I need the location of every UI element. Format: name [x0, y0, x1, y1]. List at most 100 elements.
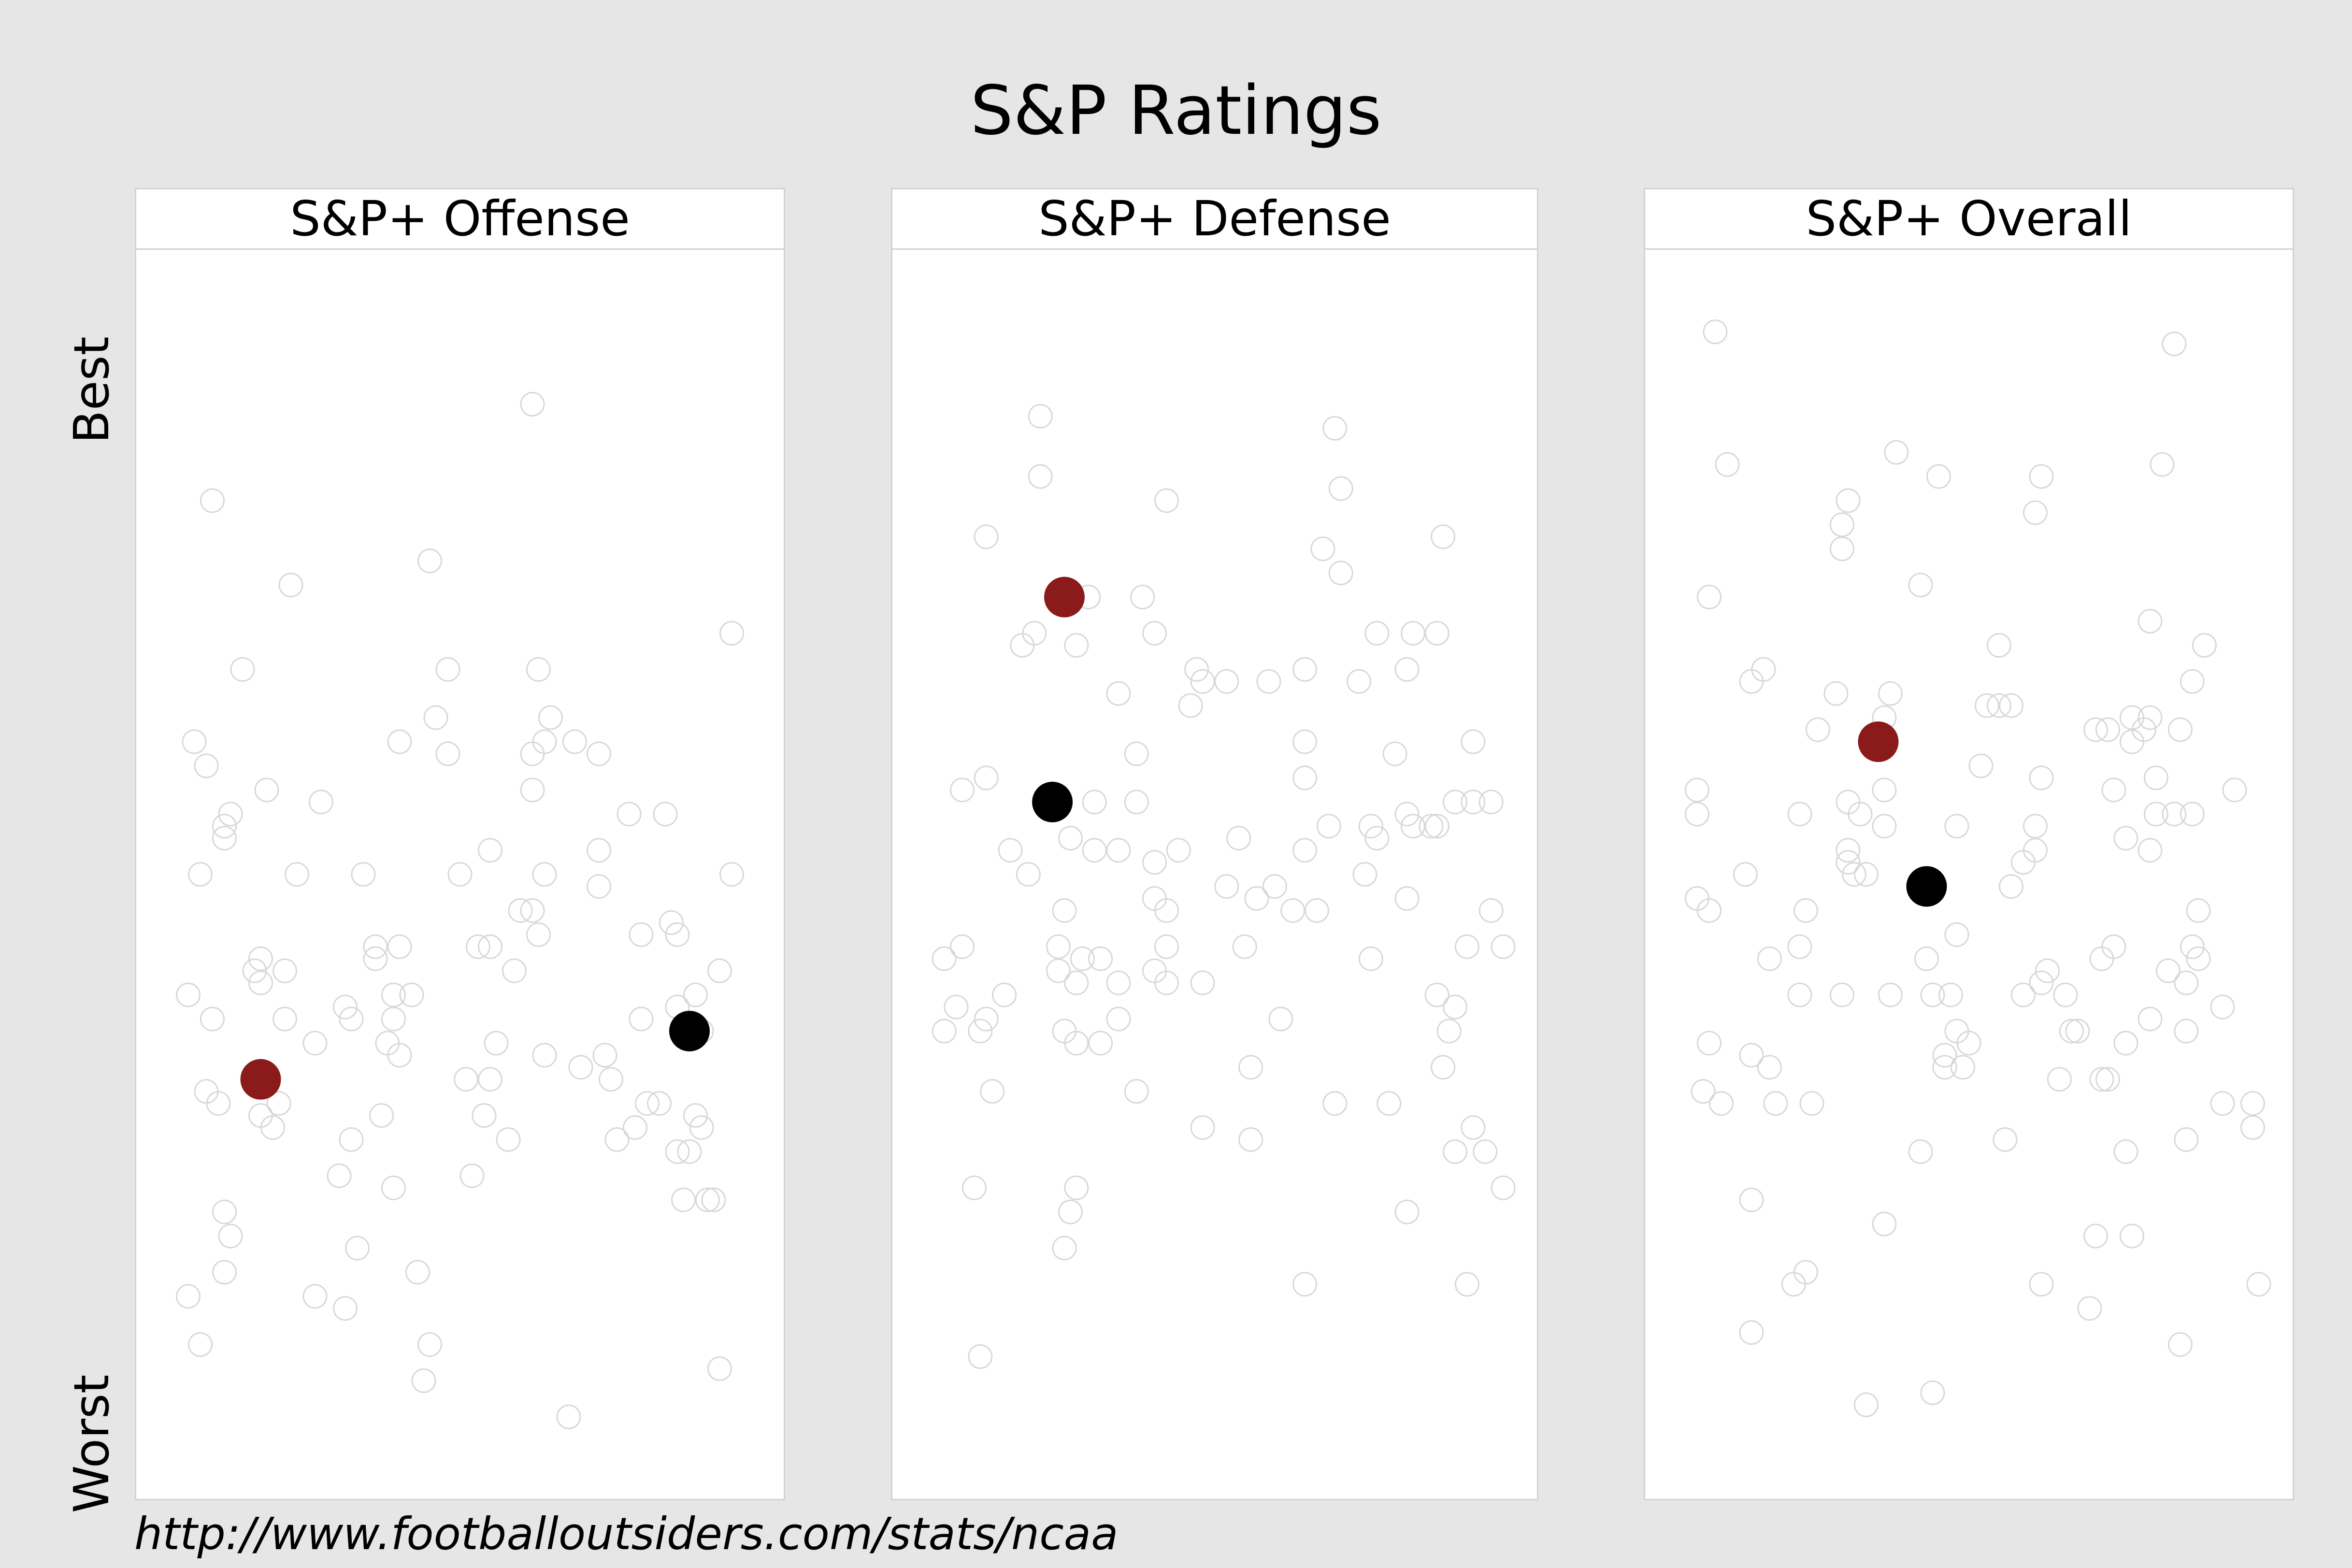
data-point [2077, 1296, 2102, 1321]
data-point [568, 1055, 593, 1080]
data-point [526, 922, 551, 947]
data-point [1932, 1055, 1957, 1080]
data-point [2137, 705, 2163, 730]
data-point [587, 874, 611, 899]
data-point [188, 1332, 213, 1357]
data-point [599, 1067, 623, 1092]
data-point [1938, 982, 1963, 1007]
data-point [1394, 886, 1420, 911]
data-point [272, 1007, 297, 1032]
data-point [2120, 705, 2144, 730]
data-point [508, 898, 533, 923]
data-point [538, 705, 563, 730]
data-point [1028, 464, 1053, 489]
data-point [369, 1103, 394, 1128]
data-point [1739, 669, 1764, 694]
data-point [2029, 1272, 2054, 1297]
data-point [659, 910, 684, 935]
scatter-offense [176, 391, 744, 1429]
data-point [520, 777, 545, 803]
data-point [1394, 1199, 1420, 1224]
highlight-point-black [669, 1010, 710, 1051]
data-point [1358, 946, 1383, 971]
data-point [2168, 717, 2193, 742]
data-point [719, 862, 744, 887]
data-point [1461, 1115, 1486, 1140]
data-point [2059, 1019, 2084, 1044]
data-point [974, 765, 999, 791]
data-point [2095, 1067, 2120, 1092]
data-point [950, 934, 975, 959]
data-point [2186, 946, 2211, 971]
data-point [1190, 669, 1215, 694]
data-point [2144, 802, 2168, 827]
data-point [1842, 862, 1866, 887]
data-point [1454, 934, 1479, 959]
data-point [182, 729, 207, 754]
data-point [1884, 440, 1909, 465]
plot-area-overall [1645, 250, 2293, 1499]
data-point [707, 1356, 732, 1381]
data-point [592, 1043, 617, 1068]
data-point [459, 1163, 485, 1188]
data-point [1124, 790, 1149, 815]
data-point [587, 838, 611, 863]
data-point [1787, 934, 1812, 959]
data-point [604, 1127, 630, 1152]
data-point [1238, 1127, 1263, 1152]
data-point [980, 1079, 1005, 1104]
data-point [1739, 1187, 1764, 1212]
data-point [1443, 994, 1468, 1020]
data-point [2089, 1067, 2114, 1092]
data-point [363, 934, 388, 959]
data-point [1431, 524, 1456, 549]
data-point [242, 958, 267, 983]
data-point [345, 1236, 370, 1261]
data-point [2174, 1019, 2199, 1044]
data-point [1999, 693, 2023, 718]
data-point [1364, 826, 1390, 851]
data-point [1751, 657, 1776, 682]
data-point [2023, 838, 2048, 863]
data-point [212, 814, 237, 839]
data-point [1968, 753, 1993, 778]
data-point [1046, 958, 1071, 983]
data-point [961, 1175, 987, 1200]
data-point [2174, 1127, 2199, 1152]
highlight-point-red [1044, 576, 1085, 618]
data-point [1052, 1019, 1077, 1044]
data-point [1394, 657, 1420, 682]
data-point [1993, 1127, 2018, 1152]
data-point [466, 934, 490, 959]
data-point [1799, 1091, 1824, 1116]
data-point [2210, 994, 2235, 1020]
data-point [188, 862, 213, 887]
data-point [1920, 1380, 1945, 1405]
highlight-point-red [1858, 721, 1899, 762]
data-point [1932, 1043, 1957, 1068]
data-point [2210, 1091, 2235, 1116]
data-point [1823, 681, 1849, 706]
data-point [1328, 561, 1353, 586]
data-point [1016, 862, 1041, 887]
data-point [1256, 669, 1281, 694]
data-point [2101, 777, 2126, 803]
data-point [520, 898, 545, 923]
data-point [1836, 838, 1861, 863]
data-point [1304, 898, 1329, 923]
data-point [1292, 729, 1318, 754]
data-point [532, 862, 557, 887]
data-point [1214, 874, 1239, 899]
data-point [1322, 1091, 1348, 1116]
data-point [1010, 633, 1035, 658]
data-point [1070, 946, 1095, 971]
data-point [1394, 802, 1420, 827]
data-point [176, 982, 201, 1007]
data-point [695, 1187, 720, 1212]
data-point [1106, 970, 1131, 995]
data-point [375, 1031, 400, 1056]
data-point [950, 777, 975, 803]
data-point [1064, 1175, 1089, 1200]
data-point [417, 1332, 442, 1357]
